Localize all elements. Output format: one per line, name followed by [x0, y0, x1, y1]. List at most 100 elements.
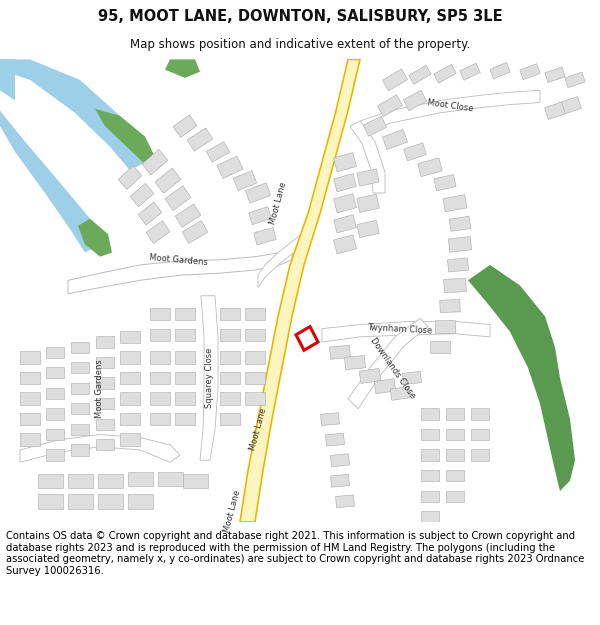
Text: Moot Close: Moot Close: [427, 98, 473, 113]
Bar: [471, 408, 489, 419]
Bar: [120, 372, 140, 384]
Bar: [334, 152, 356, 172]
Bar: [446, 470, 464, 481]
Bar: [71, 403, 89, 414]
Bar: [359, 368, 381, 384]
Bar: [559, 97, 581, 114]
Bar: [120, 351, 140, 364]
Bar: [96, 378, 114, 389]
Bar: [46, 388, 64, 399]
Bar: [443, 278, 466, 292]
Text: Twynham Close: Twynham Close: [367, 324, 433, 336]
Bar: [520, 64, 540, 80]
Text: 95, MOOT LANE, DOWNTON, SALISBURY, SP5 3LE: 95, MOOT LANE, DOWNTON, SALISBURY, SP5 3…: [98, 9, 502, 24]
Bar: [37, 474, 62, 488]
Bar: [374, 379, 396, 394]
Bar: [96, 336, 114, 348]
Bar: [97, 494, 122, 509]
Bar: [382, 69, 407, 91]
Bar: [120, 413, 140, 425]
Bar: [71, 362, 89, 373]
Text: Moot Lane: Moot Lane: [268, 181, 288, 226]
Bar: [430, 341, 450, 353]
Bar: [175, 351, 195, 364]
Bar: [71, 382, 89, 394]
Bar: [460, 63, 480, 80]
Bar: [331, 454, 349, 467]
Bar: [175, 329, 195, 341]
Bar: [248, 206, 271, 224]
Bar: [245, 351, 265, 364]
Bar: [382, 129, 407, 149]
Bar: [20, 413, 40, 425]
Bar: [37, 494, 62, 509]
Bar: [329, 345, 350, 359]
Polygon shape: [68, 248, 292, 294]
Bar: [150, 308, 170, 321]
Bar: [173, 115, 197, 138]
Bar: [217, 156, 243, 179]
Bar: [320, 412, 340, 426]
Polygon shape: [348, 318, 428, 409]
Bar: [46, 429, 64, 440]
Bar: [471, 449, 489, 461]
Bar: [146, 221, 170, 243]
Bar: [421, 408, 439, 419]
Bar: [443, 195, 467, 212]
Bar: [20, 372, 40, 384]
Polygon shape: [360, 90, 540, 133]
Bar: [471, 429, 489, 440]
Bar: [446, 491, 464, 502]
Bar: [46, 408, 64, 419]
Bar: [245, 183, 271, 203]
Polygon shape: [0, 59, 15, 101]
Bar: [187, 128, 213, 151]
Bar: [245, 308, 265, 321]
Bar: [421, 470, 439, 481]
Bar: [245, 372, 265, 384]
Bar: [46, 449, 64, 461]
Polygon shape: [0, 59, 145, 171]
Polygon shape: [0, 111, 100, 253]
Bar: [71, 424, 89, 435]
Bar: [120, 331, 140, 343]
Bar: [175, 392, 195, 405]
Bar: [138, 202, 162, 225]
Bar: [67, 494, 92, 509]
Text: Moot Gardens: Moot Gardens: [95, 359, 104, 418]
Text: Downlands Close: Downlands Close: [368, 336, 418, 400]
Bar: [142, 149, 168, 175]
Text: Contains OS data © Crown copyright and database right 2021. This information is : Contains OS data © Crown copyright and d…: [6, 531, 584, 576]
Bar: [220, 308, 240, 321]
Bar: [449, 216, 471, 231]
Text: Squarey Close: Squarey Close: [205, 348, 215, 408]
Bar: [220, 392, 240, 405]
Bar: [175, 308, 195, 321]
Polygon shape: [258, 229, 308, 288]
Bar: [331, 474, 349, 488]
Bar: [175, 372, 195, 384]
Bar: [357, 220, 379, 238]
Bar: [97, 474, 122, 488]
Bar: [130, 183, 154, 207]
Bar: [490, 62, 510, 79]
Bar: [150, 351, 170, 364]
Polygon shape: [165, 59, 200, 78]
Polygon shape: [78, 219, 112, 257]
Bar: [364, 116, 386, 136]
Polygon shape: [322, 321, 490, 342]
Bar: [20, 434, 40, 446]
Bar: [96, 357, 114, 368]
Bar: [446, 408, 464, 419]
Bar: [446, 449, 464, 461]
Bar: [334, 215, 356, 233]
Bar: [150, 392, 170, 405]
Bar: [421, 429, 439, 440]
Bar: [357, 194, 379, 213]
Bar: [96, 419, 114, 430]
Bar: [46, 347, 64, 358]
Bar: [128, 494, 152, 509]
Bar: [435, 321, 455, 332]
Bar: [326, 433, 344, 446]
Bar: [220, 413, 240, 425]
